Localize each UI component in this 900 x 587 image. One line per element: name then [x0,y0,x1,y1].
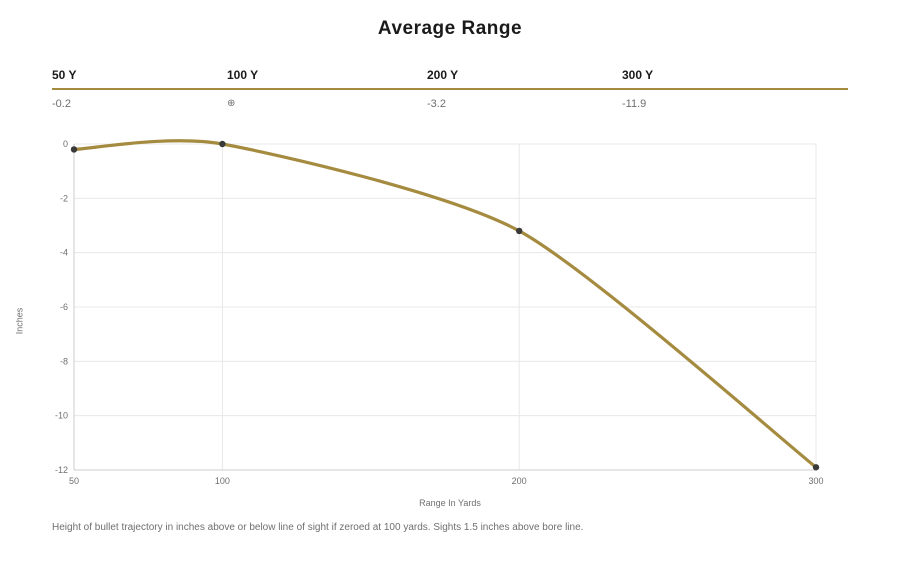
x-tick-label: 50 [69,476,79,486]
trajectory-chart: 0 -2 -4 -6 -8 -10 -1250 100 200 300 [30,134,826,494]
page: Average Range 50 Y100 Y200 Y300 Y -0.2⊕-… [0,0,900,587]
table-value-cell: -11.9 [622,90,848,116]
x-axis-label: Range In Yards [30,498,870,508]
data-point [516,228,522,234]
y-tick-label: -2 [60,193,68,203]
table-header-cell: 300 Y [622,62,848,88]
table-header-cell: 200 Y [427,62,622,88]
table-header-cell: 50 Y [52,62,227,88]
chart-bg [30,134,826,494]
data-point [71,146,77,152]
y-tick-label: -4 [60,248,68,258]
table-header-cell: 100 Y [227,62,427,88]
chart-title: Average Range [30,18,870,40]
y-tick-label: -8 [60,356,68,366]
y-tick-label: -12 [55,465,68,475]
y-tick-label: -10 [55,411,68,421]
x-tick-label: 200 [512,476,527,486]
y-tick-label: 0 [63,139,68,149]
chart-footnote: Height of bullet trajectory in inches ab… [30,522,870,533]
chart-area: Inches 0-2-4-6-8-10-1250100200300 Range … [30,134,870,508]
table-value-row: -0.2⊕-3.2-11.9 [52,90,848,116]
y-axis-label: Inches [14,308,24,335]
data-point [219,141,225,147]
y-tick-label: -6 [60,302,68,312]
table-value-cell: -0.2 [52,90,227,116]
table-value-cell: -3.2 [427,90,622,116]
x-tick-label: 300 [808,476,823,486]
table-zero-cell: ⊕ [227,90,427,116]
data-table: 50 Y100 Y200 Y300 Y -0.2⊕-3.2-11.9 [52,62,848,116]
table-header-row: 50 Y100 Y200 Y300 Y [52,62,848,90]
data-point [813,464,819,470]
x-tick-label: 100 [215,476,230,486]
